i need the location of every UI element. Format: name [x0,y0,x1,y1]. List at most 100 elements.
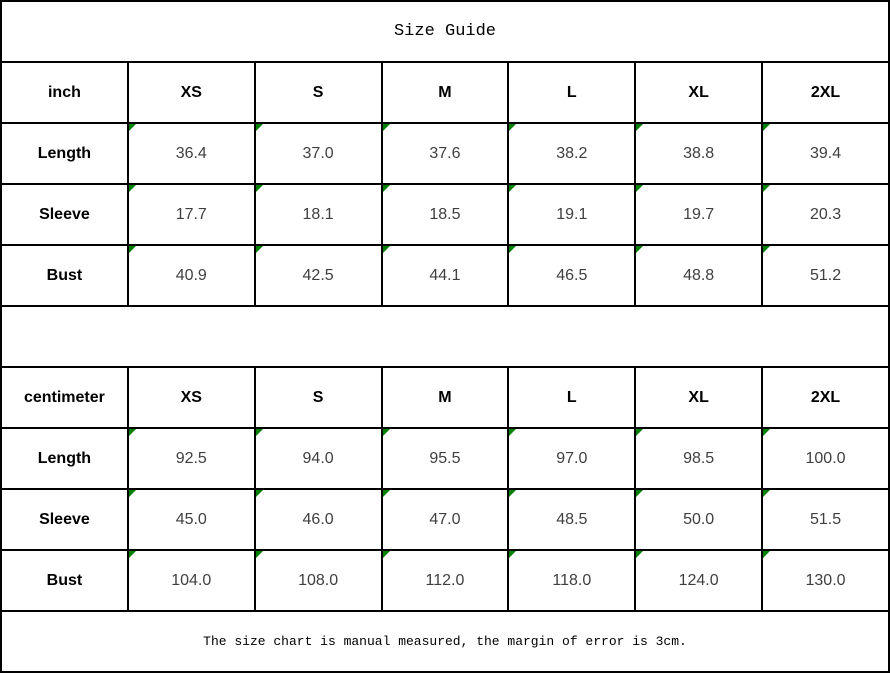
footer-note: The size chart is manual measured, the m… [0,610,890,673]
size-value: 51.2 [809,266,842,284]
cell-flag-icon [129,247,136,253]
cell-flag-icon [383,491,390,497]
size-value: 100.0 [805,449,846,467]
size-value-cell: 118.0 [507,549,637,612]
size-value: 92.5 [175,449,207,467]
cell-flag-icon [129,125,136,131]
cell-flag-icon [129,430,136,436]
size-value-cell: 42.5 [253,244,383,307]
size-value-cell: 44.1 [380,244,510,307]
size-value: 18.5 [429,205,461,223]
size-value-cell: 20.3 [761,183,890,246]
cell-flag-icon [510,430,517,436]
title-row: Size Guide [0,0,890,63]
size-value-cell: 130.0 [761,549,890,612]
size-value-cell: 37.6 [380,122,510,185]
spacer-cell [0,305,890,368]
cell-flag-icon [383,125,390,131]
centimeter-bust-row: Bust 104.0 108.0 112.0 118.0 124.0 130.0 [0,549,890,612]
size-value: 118.0 [552,571,592,589]
cell-flag-icon [256,430,263,436]
size-col-header-xl: XL [634,366,764,429]
size-value: 94.0 [302,449,334,467]
size-value-cell: 50.0 [634,488,764,551]
cell-flag-icon [510,552,517,558]
measure-label-length: Length [0,427,129,490]
size-col-header-l: L [507,366,637,429]
size-value: 51.5 [809,510,842,528]
measure-label-bust: Bust [0,244,129,307]
size-value-cell: 48.8 [634,244,764,307]
cell-flag-icon [510,247,517,253]
page-title: Size Guide [0,0,890,63]
size-col-header-s: S [253,61,383,124]
measure-label-sleeve: Sleeve [0,183,129,246]
size-value: 19.7 [683,205,715,223]
size-value: 42.5 [302,266,334,284]
measure-label-sleeve: Sleeve [0,488,129,551]
size-col-header-s: S [253,366,383,429]
size-value: 48.8 [683,266,715,284]
cell-flag-icon [764,491,771,497]
cell-flag-icon [383,552,390,558]
cell-flag-icon [764,247,771,253]
size-value: 95.5 [429,449,461,467]
size-value-cell: 19.7 [634,183,764,246]
size-value: 45.0 [175,510,207,528]
size-value: 48.5 [556,510,588,528]
size-value: 40.9 [175,266,207,284]
cell-flag-icon [256,552,263,558]
size-col-header-m: M [380,61,510,124]
size-value: 38.2 [556,144,588,162]
size-value-cell: 17.7 [126,183,256,246]
size-value: 38.8 [683,144,715,162]
size-value-cell: 36.4 [126,122,256,185]
size-value: 108.0 [298,571,339,589]
cell-flag-icon [764,186,771,192]
size-value: 46.0 [302,510,334,528]
size-value-cell: 46.0 [253,488,383,551]
cell-flag-icon [256,186,263,192]
size-value: 17.7 [175,205,207,223]
size-value-cell: 48.5 [507,488,637,551]
size-value-cell: 39.4 [761,122,890,185]
cell-flag-icon [764,430,771,436]
size-value-cell: 94.0 [253,427,383,490]
cell-flag-icon [383,430,390,436]
cell-flag-icon [764,552,771,558]
size-value-cell: 108.0 [253,549,383,612]
spacer-row [0,305,890,368]
size-value: 130.0 [805,571,846,589]
cell-flag-icon [510,125,517,131]
centimeter-header-row: centimeter XS S M L XL 2XL [0,366,890,429]
cell-flag-icon [383,186,390,192]
cell-flag-icon [637,552,644,558]
size-value: 36.4 [175,144,207,162]
size-value-cell: 37.0 [253,122,383,185]
size-value-cell: 38.8 [634,122,764,185]
cell-flag-icon [129,552,136,558]
size-value-cell: 45.0 [126,488,256,551]
unit-label-centimeter: centimeter [0,366,129,429]
cell-flag-icon [256,491,263,497]
cell-flag-icon [637,491,644,497]
size-value-cell: 40.9 [126,244,256,307]
size-value: 97.0 [556,449,588,467]
unit-label-inch: inch [0,61,129,124]
cell-flag-icon [510,491,517,497]
inch-bust-row: Bust 40.9 42.5 44.1 46.5 48.8 51.2 [0,244,890,307]
size-value: 46.5 [556,266,588,284]
size-value-cell: 112.0 [380,549,510,612]
size-value: 124.0 [678,571,719,589]
cell-flag-icon [637,125,644,131]
cell-flag-icon [256,247,263,253]
size-value-cell: 18.5 [380,183,510,246]
inch-header-row: inch XS S M L XL 2XL [0,61,890,124]
size-value-cell: 38.2 [507,122,637,185]
size-value-cell: 98.5 [634,427,764,490]
size-value-cell: 47.0 [380,488,510,551]
size-value-cell: 95.5 [380,427,510,490]
centimeter-sleeve-row: Sleeve 45.0 46.0 47.0 48.5 50.0 51.5 [0,488,890,551]
size-value-cell: 97.0 [507,427,637,490]
